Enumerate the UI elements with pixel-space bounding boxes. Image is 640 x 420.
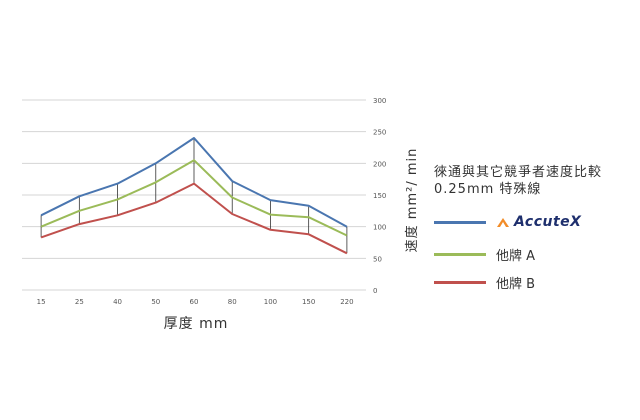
chart-title: 徠通與其它競爭者速度比較 0.25mm 特殊線 bbox=[434, 164, 602, 198]
x-tick-100: 100 bbox=[264, 298, 277, 306]
x-axis-label: 厚度 mm bbox=[164, 316, 229, 332]
series-lines bbox=[40, 137, 348, 255]
legend-label-brand-a: 他牌 A bbox=[496, 249, 536, 264]
series-line-0 bbox=[40, 137, 348, 228]
legend-swatch-brand-a bbox=[434, 253, 486, 256]
y-tick-0: 0 bbox=[373, 287, 377, 295]
chart-title-line-1: 徠通與其它競爭者速度比較 bbox=[434, 165, 603, 180]
y-tick-150: 150 bbox=[373, 192, 386, 200]
gridlines bbox=[22, 99, 366, 291]
y-tick-200: 200 bbox=[373, 160, 386, 168]
vertical-connectors bbox=[40, 138, 348, 254]
x-tick-50: 50 bbox=[151, 298, 160, 306]
accutex-logo: AccuteX bbox=[496, 214, 581, 230]
legend-label-brand-b: 他牌 B bbox=[496, 277, 536, 292]
legend-swatch-brand-b bbox=[434, 281, 486, 284]
y-tick-labels: 0 50 100 150 200 250 300 bbox=[373, 97, 386, 295]
y-tick-100: 100 bbox=[373, 224, 386, 232]
chart-title-line-2: 0.25mm 特殊線 bbox=[434, 182, 542, 197]
y-tick-300: 300 bbox=[373, 97, 386, 105]
legend-item-accutex: AccuteX bbox=[434, 214, 581, 230]
x-tick-15: 15 bbox=[37, 298, 46, 306]
series-line-2 bbox=[40, 182, 348, 255]
y-tick-250: 250 bbox=[373, 129, 386, 137]
legend-item-brand-b: 他牌 B bbox=[434, 273, 535, 292]
y-tick-50: 50 bbox=[373, 255, 382, 263]
x-tick-labels: 15 25 40 50 60 80 100 150 220 bbox=[37, 298, 354, 306]
legend-item-brand-a: 他牌 A bbox=[434, 245, 535, 264]
series-line-1 bbox=[40, 159, 348, 237]
x-tick-60: 60 bbox=[190, 298, 199, 306]
accutex-logo-icon bbox=[497, 217, 509, 227]
legend-swatch-accutex bbox=[434, 220, 486, 224]
x-tick-150: 150 bbox=[302, 298, 315, 306]
y-axis-label: 速度 mm²/ min bbox=[404, 148, 420, 253]
accutex-logo-text: AccuteX bbox=[514, 214, 582, 230]
x-tick-220: 220 bbox=[340, 298, 353, 306]
x-tick-25: 25 bbox=[75, 298, 84, 306]
x-tick-80: 80 bbox=[228, 298, 237, 306]
x-tick-40: 40 bbox=[113, 298, 122, 306]
